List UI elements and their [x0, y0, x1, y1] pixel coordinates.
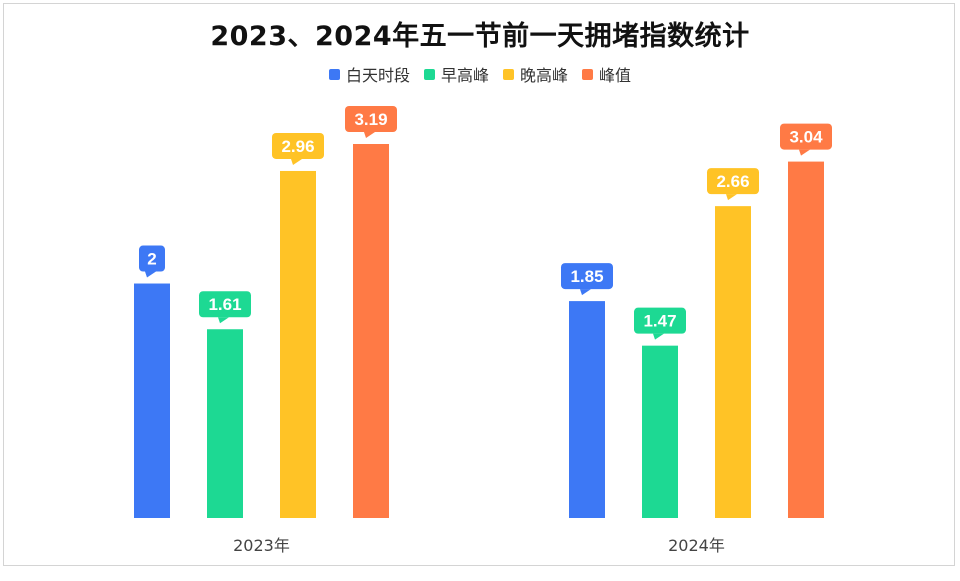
svg-text:2.66: 2.66: [716, 172, 749, 191]
data-label-morning-peak-1: 1.61: [199, 291, 251, 324]
legend-label-morning-peak: 早高峰: [440, 66, 489, 85]
svg-text:3.19: 3.19: [354, 110, 387, 129]
legend-item-evening-peak[interactable]: 晚高峰: [503, 62, 568, 86]
legend-item-peak-value[interactable]: 峰值: [582, 62, 631, 86]
legend-swatch-daytime: [328, 68, 340, 80]
svg-text:1.61: 1.61: [208, 295, 241, 314]
svg-text:2: 2: [147, 250, 156, 269]
data-label-evening-peak-1: 2.96: [272, 132, 324, 165]
svg-text:3.04: 3.04: [789, 128, 823, 147]
bar-evening-peak-2[interactable]: [715, 206, 751, 518]
bar-daytime-2[interactable]: [569, 301, 605, 518]
data-label-peak-value-2: 3.04: [780, 123, 832, 156]
bar-morning-peak-2[interactable]: [642, 345, 678, 518]
bar-peak-value-1[interactable]: [353, 144, 389, 518]
legend-label-evening-peak: 晚高峰: [520, 66, 569, 85]
legend-swatch-peak-value: [582, 68, 594, 80]
chart-title: 2023、2024年五一节前一天拥堵指数统计: [210, 21, 750, 52]
data-label-morning-peak-2: 1.47: [634, 307, 686, 340]
svg-text:1.85: 1.85: [570, 267, 603, 286]
data-label-evening-peak-2: 2.66: [707, 168, 759, 201]
legend-label-peak-value: 峰值: [599, 66, 632, 85]
x-tick-label-1: 2023年: [233, 536, 290, 555]
data-label-daytime-1: 2: [139, 245, 165, 278]
bar-daytime-1[interactable]: [134, 283, 170, 518]
data-label-peak-value-1: 3.19: [345, 106, 397, 138]
legend-item-daytime[interactable]: 白天时段: [328, 62, 410, 86]
legend-label-daytime: 白天时段: [345, 66, 410, 85]
bar-peak-value-2[interactable]: [788, 161, 824, 518]
svg-text:2.96: 2.96: [281, 137, 314, 156]
legend-swatch-evening-peak: [503, 68, 514, 80]
bar-evening-peak-1[interactable]: [280, 170, 316, 518]
bar-morning-peak-1[interactable]: [207, 329, 243, 518]
legend-swatch-morning-peak: [423, 68, 435, 80]
svg-text:1.47: 1.47: [643, 312, 676, 331]
x-tick-label-2: 2024年: [668, 536, 725, 555]
legend-item-morning-peak[interactable]: 早高峰: [423, 62, 489, 86]
data-label-daytime-2: 1.85: [561, 263, 613, 296]
chart-legend: 白天时段 早高峰 晚高峰 峰值: [0, 62, 960, 86]
